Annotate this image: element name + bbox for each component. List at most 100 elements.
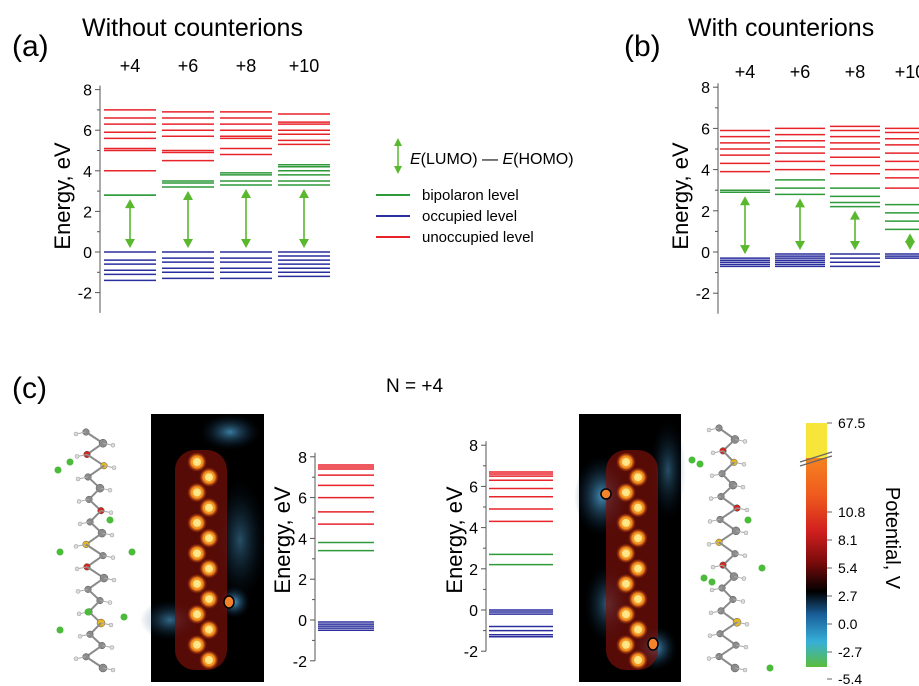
atom xyxy=(107,600,113,605)
y-tick-label: 2 xyxy=(83,204,92,221)
atom xyxy=(743,644,749,650)
counterion xyxy=(708,578,716,586)
atom xyxy=(75,589,81,594)
y-tick-label: -2 xyxy=(696,286,710,303)
atom xyxy=(109,532,115,538)
y-tick-label: -2 xyxy=(78,286,92,303)
legend-gap-arrow xyxy=(394,138,402,174)
panel-c-left-plot: -2 0 2 4 6 8 xyxy=(293,450,374,671)
atom xyxy=(76,611,82,617)
potential-map-left xyxy=(140,414,266,682)
chain-ring-core xyxy=(193,610,201,619)
atom xyxy=(75,476,81,482)
y-tick-label: 0 xyxy=(83,245,92,262)
atom xyxy=(708,496,714,501)
chain-ring-core xyxy=(193,488,201,497)
atom xyxy=(73,431,79,437)
chain-ring-core xyxy=(193,518,201,527)
atom xyxy=(77,521,83,527)
colorbar-tick-label: 67.5 xyxy=(838,415,865,431)
panel-b-title: With counterions xyxy=(688,14,874,42)
atom xyxy=(710,450,716,456)
legend-label-bipolaron: bipolaron level xyxy=(422,187,519,204)
chain-ring-core xyxy=(622,640,630,649)
atom xyxy=(742,667,748,673)
panel-a-ylabel: Energy, eV xyxy=(50,142,75,250)
y-tick-label: 8 xyxy=(701,80,710,97)
atom xyxy=(743,530,749,536)
panel-b-letter: (b) xyxy=(624,30,661,63)
gap-arrow xyxy=(740,196,750,255)
atom xyxy=(76,499,82,504)
chain-ring-core xyxy=(622,549,630,558)
y-tick-label: 0 xyxy=(298,613,307,630)
atom xyxy=(706,427,712,433)
category-label: +4 xyxy=(120,56,141,76)
counterion xyxy=(700,574,708,582)
chain-ring-core xyxy=(205,503,213,512)
atom xyxy=(110,667,116,673)
category-label: +10 xyxy=(289,56,320,76)
atom xyxy=(74,454,80,459)
y-tick-label: 6 xyxy=(83,123,92,140)
y-tick-label: 6 xyxy=(469,479,478,496)
colorbar-gradient xyxy=(806,458,827,667)
molecule-left-illustration xyxy=(54,428,136,673)
chain-ring-core xyxy=(634,564,642,573)
y-tick-label: 2 xyxy=(298,572,307,589)
atom xyxy=(110,442,116,448)
chain-ring-core xyxy=(205,564,213,573)
atom xyxy=(108,622,114,628)
y-tick-label: 8 xyxy=(298,450,307,467)
y-tick-label: 8 xyxy=(469,438,478,455)
chain-ring-core xyxy=(193,640,201,649)
counterion xyxy=(66,458,74,466)
atom xyxy=(709,473,715,478)
counterion xyxy=(54,466,62,474)
atom xyxy=(111,577,117,583)
atom xyxy=(73,656,79,662)
chain-ring-core xyxy=(622,610,630,619)
chain-ring-core xyxy=(193,458,201,466)
atom xyxy=(741,462,747,467)
chain-ring-core xyxy=(634,473,642,482)
counterion xyxy=(766,664,774,672)
colorbar: 67.5 10.8 8.1 5.4 2.7 0.0 -2.7 -5.4 xyxy=(799,415,865,686)
chain-ring-core xyxy=(205,473,213,482)
colorbar-tick-label: 8.1 xyxy=(838,532,858,548)
y-tick-label: -2 xyxy=(464,644,478,661)
chain-ring-core xyxy=(622,458,630,466)
y-tick-label: 4 xyxy=(83,164,92,181)
atom xyxy=(109,645,115,650)
molecule-right-illustration xyxy=(688,424,774,673)
panel-a-title: Without counterions xyxy=(82,14,303,42)
chain-ring-core xyxy=(205,595,213,604)
counterion xyxy=(106,516,114,524)
panel-c-title: N = +4 xyxy=(386,376,443,397)
y-tick-label: 6 xyxy=(298,491,307,508)
gap-arrow xyxy=(125,199,135,248)
counterion xyxy=(84,608,92,616)
chain-ring-core xyxy=(205,656,213,664)
counterion xyxy=(56,626,64,634)
atom xyxy=(742,553,748,558)
counterion xyxy=(696,460,704,468)
counterion xyxy=(56,548,64,556)
y-tick-label: 4 xyxy=(469,521,478,538)
atom xyxy=(108,510,114,515)
y-tick-label: 0 xyxy=(701,245,710,262)
y-tick-label: 0 xyxy=(469,603,478,620)
atom xyxy=(709,587,715,593)
atom xyxy=(107,487,113,493)
colorbar-top-segment xyxy=(806,423,827,458)
chain-ring-core xyxy=(205,625,213,634)
colorbar-tick-label: 5.4 xyxy=(838,560,858,576)
counterion xyxy=(688,456,696,464)
atom xyxy=(110,555,116,560)
y-tick-label: 6 xyxy=(701,121,710,138)
colorbar-tick-label: -2.7 xyxy=(838,644,862,660)
colorbar-label: Potential, V xyxy=(881,487,903,590)
atom xyxy=(741,576,747,581)
colorbar-tick-label: 0.0 xyxy=(838,616,858,632)
